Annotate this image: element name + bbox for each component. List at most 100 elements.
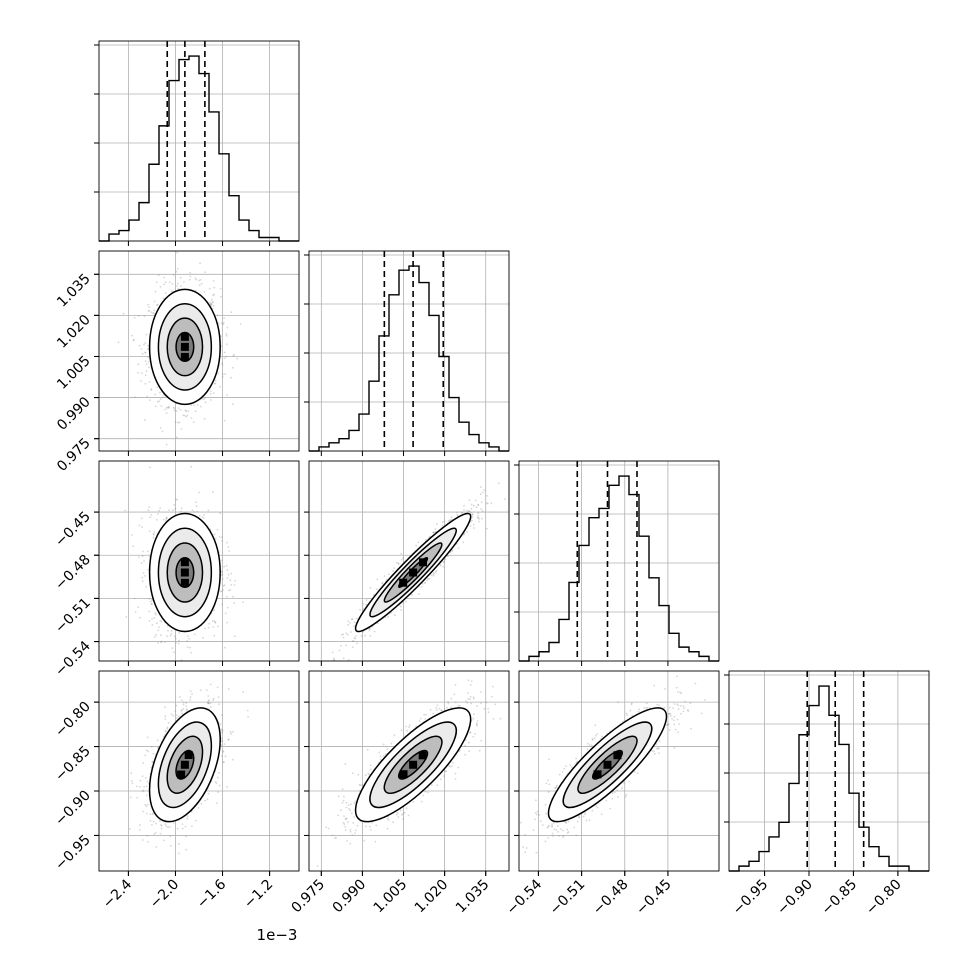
scatter-point — [376, 578, 379, 581]
scatter-point — [424, 538, 427, 541]
scatter-point — [226, 621, 229, 624]
scatter-point — [477, 512, 480, 515]
scatter-point — [213, 382, 216, 385]
scatter-point — [223, 584, 226, 587]
scatter-point — [477, 504, 480, 507]
scatter-point — [220, 295, 222, 298]
y-tick-label: 1.005 — [54, 353, 94, 393]
scatter-point — [166, 726, 169, 729]
scatter-point — [170, 632, 173, 635]
scatter-point — [221, 603, 224, 606]
scatter-point — [345, 644, 348, 647]
scatter-point — [192, 421, 195, 424]
scatter-point — [174, 637, 177, 640]
scatter-point — [232, 595, 235, 598]
scatter-point — [470, 520, 472, 523]
scatter-point — [164, 641, 166, 644]
scatter-point — [218, 535, 221, 538]
scatter-point — [178, 639, 180, 642]
scatter-point — [478, 520, 480, 523]
histogram-panel-1 — [304, 250, 510, 456]
scatter-point — [190, 465, 193, 468]
scatter-point — [149, 600, 152, 603]
scatter-point — [213, 293, 216, 296]
scatter-point — [212, 392, 215, 394]
scatter-point — [444, 558, 447, 561]
scatter-point — [215, 782, 218, 785]
scatter-point — [220, 335, 222, 338]
scatter-point — [225, 355, 228, 358]
x-tick-label: −0.95 — [730, 877, 772, 919]
scatter-point — [461, 511, 463, 514]
scatter-point — [221, 573, 224, 576]
scatter-point — [359, 608, 361, 611]
scatter-point — [435, 570, 438, 572]
scatter-point — [225, 334, 228, 337]
scatter-point — [154, 612, 157, 614]
scatter-point — [153, 312, 155, 315]
scatter-point — [345, 632, 348, 635]
scatter-point — [189, 275, 192, 278]
scatter-point — [175, 641, 177, 644]
scatter-point — [180, 507, 183, 510]
scatter-point — [141, 352, 144, 355]
scatter-point — [456, 514, 459, 516]
scatter-point — [158, 400, 161, 403]
scatter-point — [421, 582, 424, 585]
scatter-point — [156, 303, 159, 306]
scatter-point — [353, 637, 356, 639]
scatter-point — [227, 688, 230, 690]
scatter-point — [455, 511, 458, 514]
scatter-point — [193, 404, 196, 407]
density-peak — [409, 568, 418, 577]
scatter-point — [214, 537, 217, 540]
scatter-point — [217, 372, 220, 375]
scatter-point — [480, 508, 482, 510]
scatter-point — [195, 278, 198, 281]
scatter-point — [481, 491, 484, 494]
scatter-point — [219, 385, 221, 388]
scatter-point — [161, 430, 164, 433]
scatter-point — [132, 545, 134, 548]
scatter-point — [174, 635, 176, 638]
panel-frame — [308, 460, 510, 662]
scatter-point — [225, 333, 228, 335]
scatter-point — [230, 583, 233, 586]
scatter-point — [167, 826, 169, 829]
scatter-point — [200, 802, 203, 805]
scatter-point — [148, 530, 151, 533]
scatter-point — [210, 399, 213, 401]
scatter-point — [221, 740, 224, 742]
scatter-point — [347, 623, 350, 626]
scatter-point — [162, 297, 165, 300]
scatter-point — [164, 706, 167, 709]
scatter-point — [199, 262, 202, 265]
scatter-point — [230, 572, 233, 575]
scatter-point — [193, 633, 196, 636]
density-peak — [180, 332, 189, 341]
scatter-point — [202, 637, 204, 639]
scatter-point — [124, 509, 127, 512]
scatter-point — [216, 314, 219, 316]
scatter-point — [138, 344, 141, 347]
scatter-point — [194, 410, 197, 413]
scatter-point — [225, 565, 228, 567]
scatter-point — [189, 271, 192, 274]
scatter-point — [223, 565, 226, 568]
scatter-point — [211, 301, 214, 303]
scatter-point — [141, 775, 144, 778]
scatter-point — [214, 382, 217, 385]
scatter-point — [157, 642, 160, 644]
scatter-point — [144, 575, 146, 577]
scatter-point — [188, 637, 191, 640]
scatter-point — [163, 283, 166, 286]
scatter-point — [450, 516, 453, 519]
y-tick-label: 1.035 — [54, 271, 94, 311]
scatter-point — [178, 715, 180, 718]
panel-frame — [98, 460, 300, 662]
scatter-point — [234, 579, 237, 582]
scatter-point — [354, 637, 356, 640]
scatter-point — [209, 303, 212, 305]
scatter-point — [176, 827, 179, 830]
